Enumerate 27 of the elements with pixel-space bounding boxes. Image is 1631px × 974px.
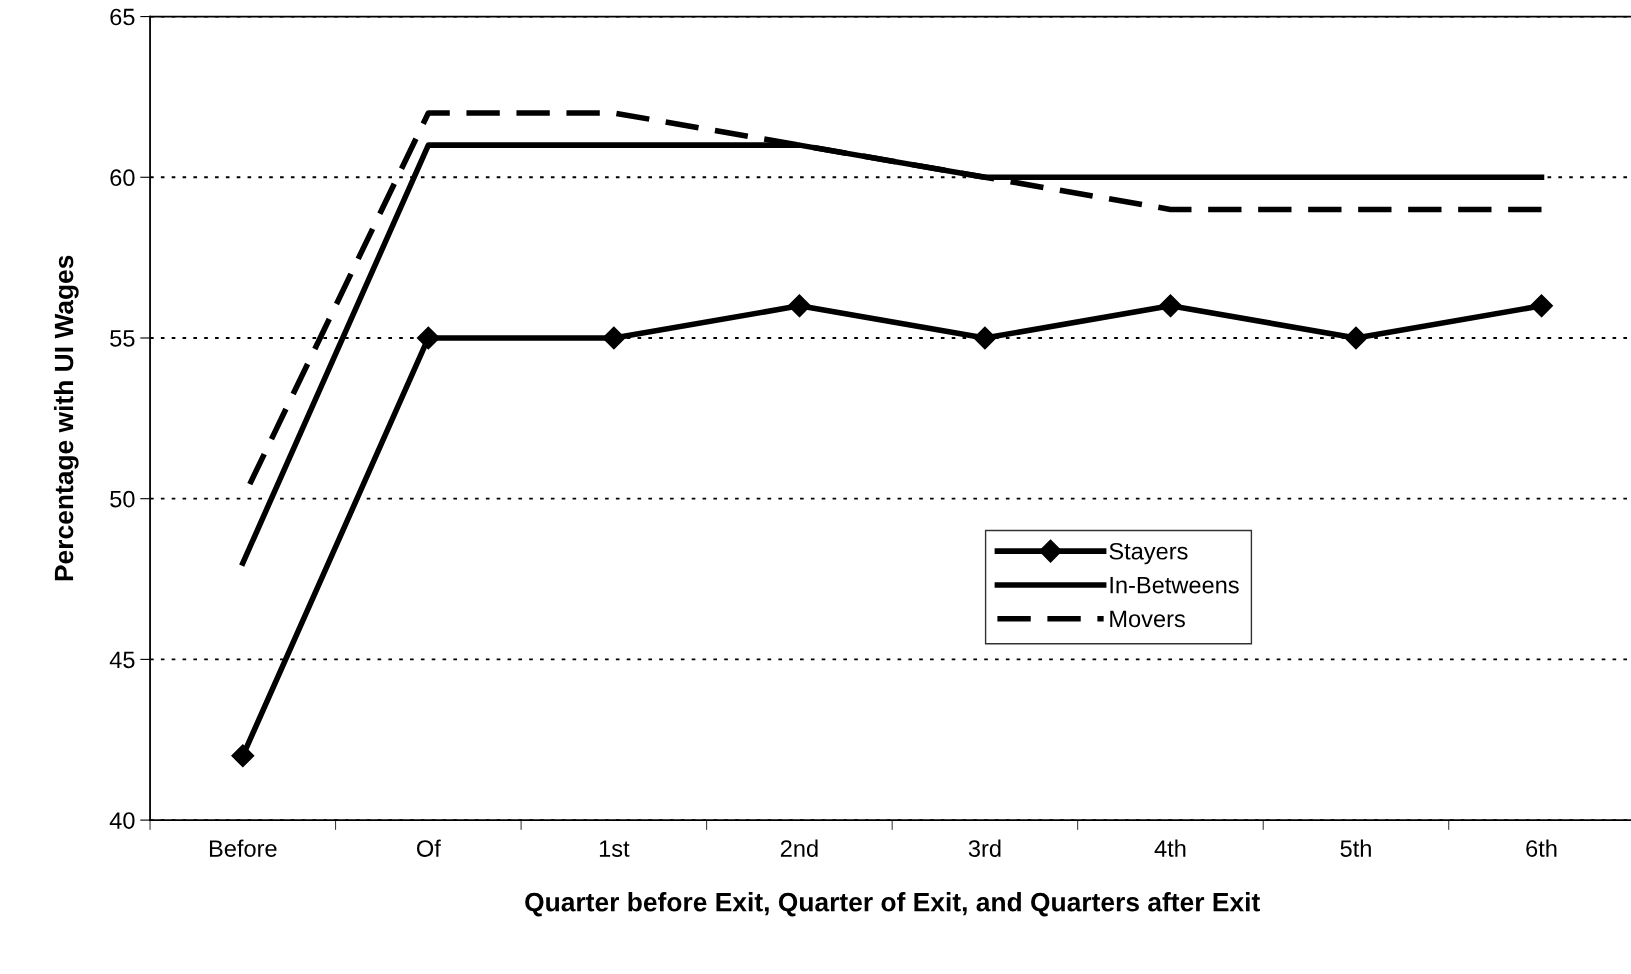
legend-label: In-Betweens (1110, 576, 1239, 594)
x-axis-title: Quarter before Exit, Quarter of Exit, and Quarters after Exit (525, 892, 1260, 917)
x-tick-label: 5th (1340, 839, 1371, 857)
y-tick-label: 55 (110, 330, 135, 347)
y-tick-label: 45 (109, 651, 135, 669)
point (602, 326, 626, 350)
point (1530, 294, 1553, 318)
point (1344, 326, 1368, 350)
x-tick-label: 2nd (780, 839, 818, 857)
x-tick-label: Of (417, 839, 441, 857)
x-tick-label: Before (209, 839, 277, 857)
legend-label: Stayers (1109, 542, 1188, 565)
y-tick-label: 40 (109, 812, 135, 829)
y-tick-label: 60 (110, 169, 135, 187)
y-axis-title: Percentage with UI Wages (53, 255, 79, 581)
legend-label: Movers (1110, 610, 1185, 628)
x-tick-label: 3rd (968, 839, 1001, 857)
y-tick-label: 65 (110, 8, 135, 26)
point (231, 744, 255, 768)
x-tick-label: 1st (599, 840, 630, 857)
x-tick-label: 6th (1526, 839, 1557, 857)
x-tick-label: 4th (1154, 839, 1186, 857)
point (787, 294, 811, 318)
y-tick-label: 50 (110, 490, 135, 508)
point (973, 326, 997, 350)
point (416, 326, 440, 350)
point (1158, 294, 1182, 318)
